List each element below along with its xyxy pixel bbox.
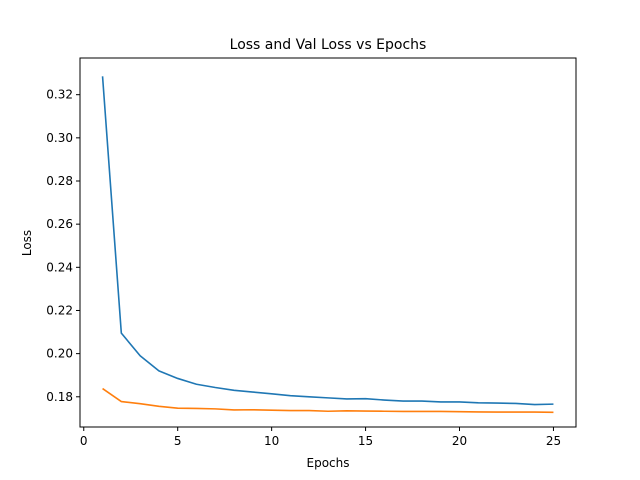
y-tick-label: 0.28 — [46, 174, 73, 188]
x-tick-label: 15 — [358, 434, 373, 448]
y-tick-label: 0.32 — [46, 88, 73, 102]
y-axis-ticks: 0.18 0.20 0.22 0.24 0.26 0.28 0.30 0.32 — [46, 88, 80, 404]
x-tick-label: 25 — [546, 434, 561, 448]
chart-title: Loss and Val Loss vs Epochs — [230, 37, 427, 53]
y-tick-label: 0.24 — [46, 260, 73, 274]
x-axis-ticks: 0 5 10 15 20 25 — [80, 427, 561, 448]
plot-area — [79, 57, 577, 428]
x-tick-label: 5 — [174, 434, 182, 448]
series-line-val-loss — [102, 387, 554, 414]
y-tick-label: 0.26 — [46, 217, 73, 231]
series-lines — [101, 76, 554, 414]
y-tick-label: 0.18 — [46, 390, 73, 404]
y-tick-label: 0.30 — [46, 131, 73, 145]
x-tick-label: 10 — [264, 434, 279, 448]
x-tick-label: 0 — [80, 434, 88, 448]
x-tick-label: 20 — [452, 434, 467, 448]
y-tick-label: 0.22 — [46, 303, 73, 317]
series-line-loss — [101, 76, 554, 406]
y-tick-label: 0.20 — [46, 347, 73, 361]
y-axis-label: Loss — [20, 230, 34, 256]
x-axis-label: Epochs — [307, 456, 350, 470]
